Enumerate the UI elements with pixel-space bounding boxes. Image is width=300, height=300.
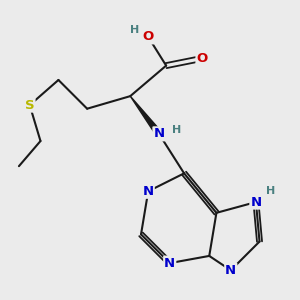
- Text: N: N: [225, 264, 236, 277]
- Text: N: N: [250, 196, 262, 208]
- Text: S: S: [25, 99, 34, 112]
- Text: O: O: [142, 30, 154, 44]
- Polygon shape: [130, 96, 161, 136]
- Text: H: H: [130, 25, 139, 35]
- Text: O: O: [196, 52, 208, 65]
- Text: H: H: [172, 124, 181, 134]
- Text: H: H: [266, 186, 276, 196]
- Text: N: N: [153, 127, 164, 140]
- Text: N: N: [164, 256, 175, 270]
- Text: N: N: [142, 185, 154, 198]
